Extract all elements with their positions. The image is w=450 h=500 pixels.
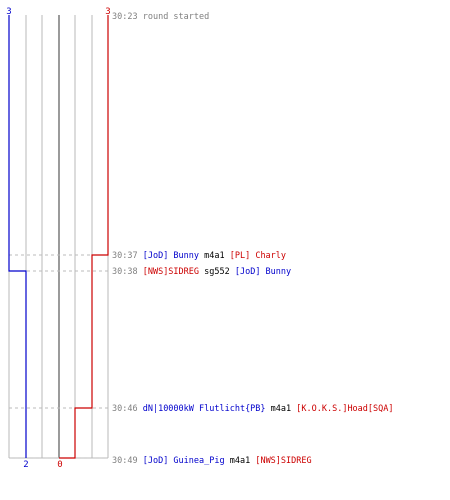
red-team-alive-line [59, 15, 109, 459]
event-time: 30:23 [112, 12, 143, 22]
blue-team-alive-line [8, 15, 27, 458]
event-row: 30:49 [JoD] Guinea_Pig m4a1 [NWS]SIDREG [112, 456, 312, 466]
event-row: 30:37 [JoD] Bunny m4a1 [PL] Charly [112, 251, 286, 261]
blue-player: [JoD] Guinea_Pig [143, 456, 225, 466]
red-player: [PL] Charly [230, 251, 286, 261]
event-row: 30:46 dN|10000kW Flutlicht{PB} m4a1 [K.O… [112, 404, 394, 414]
red-player: [K.O.K.S.]Hoad[SQA] [296, 404, 393, 414]
red-player: [NWS]SIDREG [143, 267, 199, 277]
blue-end-count: 2 [23, 460, 28, 470]
blue-player: dN|10000kW Flutlicht{PB} [143, 404, 266, 414]
weapon: m4a1 [266, 404, 297, 414]
weapon: m4a1 [225, 456, 256, 466]
event-row: 30:38 [NWS]SIDREG sg552 [JoD] Bunny [112, 267, 291, 277]
event-time: 30:46 [112, 404, 143, 414]
red-player: [NWS]SIDREG [255, 456, 311, 466]
event-note: round started [143, 12, 210, 22]
red-end-count: 0 [57, 460, 62, 470]
player-grid [8, 15, 109, 459]
event-time: 30:37 [112, 251, 143, 261]
blue-player: [JoD] Bunny [143, 251, 199, 261]
event-row: 30:23 round started [112, 12, 209, 22]
event-log: 30:23 round started 30:37 [JoD] Bunny m4a… [112, 12, 394, 466]
blue-start-count: 3 [6, 7, 11, 17]
blue-player: [JoD] Bunny [235, 267, 291, 277]
red-start-count: 3 [105, 7, 110, 17]
event-time: 30:49 [112, 456, 143, 466]
weapon: sg552 [199, 267, 235, 277]
weapon: m4a1 [199, 251, 230, 261]
event-time: 30:38 [112, 267, 143, 277]
alive-lines [8, 15, 109, 459]
